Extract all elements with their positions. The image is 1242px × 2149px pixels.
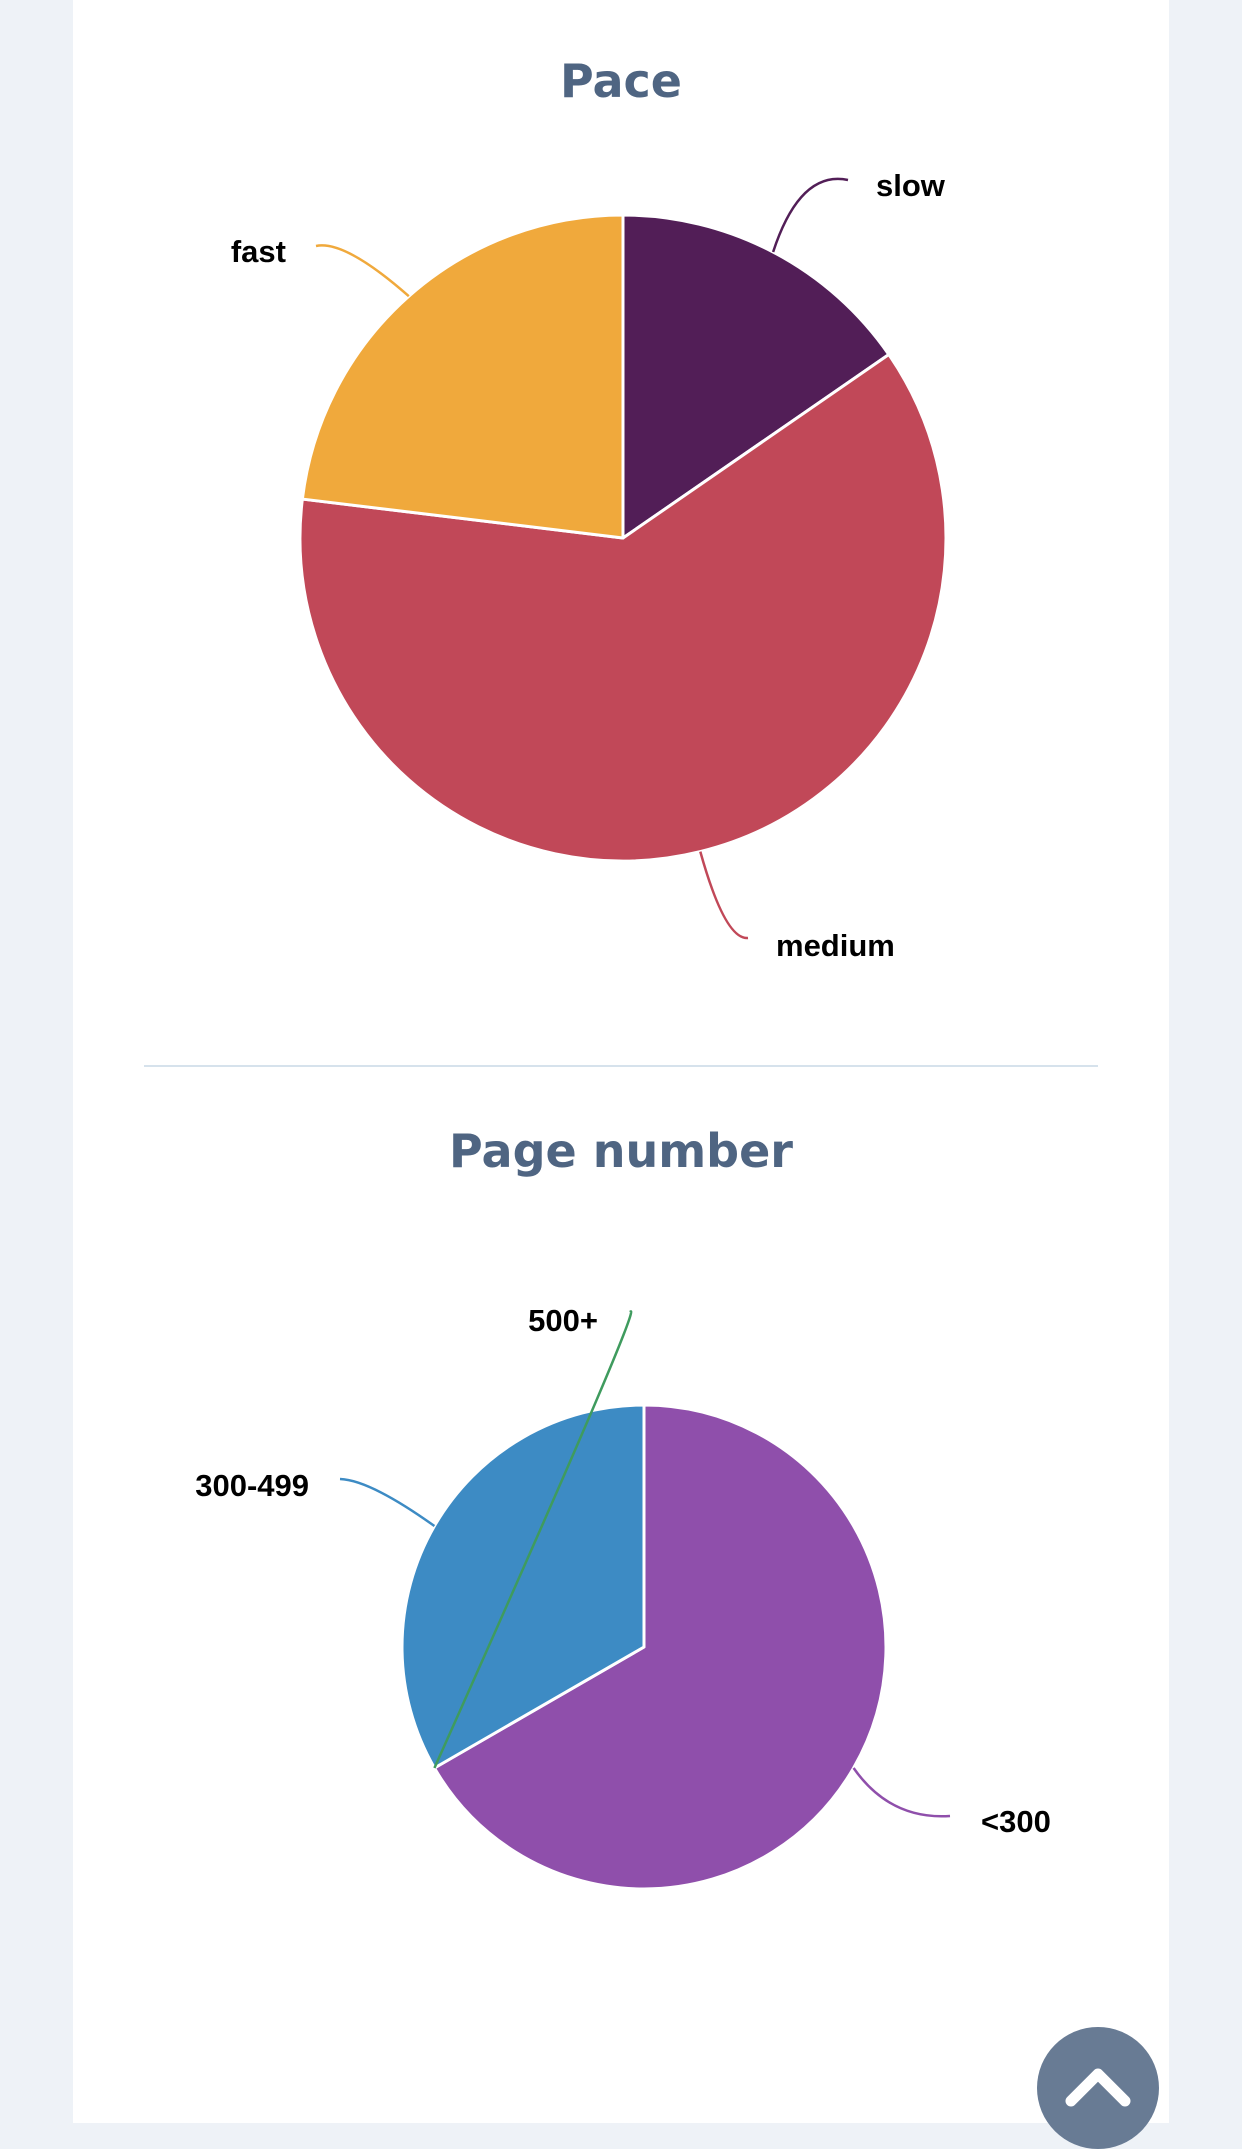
scroll-to-top-button[interactable]	[1037, 2027, 1159, 2149]
page-number-leader-line-500	[433, 1310, 633, 1769]
pace-label-slow: slow	[876, 168, 946, 203]
page-number-label-300: <300	[981, 1804, 1051, 1839]
pace-label-fast: fast	[231, 234, 286, 269]
pace-slice-fast[interactable]	[300, 213, 625, 540]
pace-label-medium: medium	[776, 928, 895, 963]
pace-leader-line-medium	[699, 851, 749, 940]
page-number-label-500: 500+	[528, 1303, 598, 1338]
page-number-leader-line-300	[852, 1767, 951, 1818]
pace-pie-chart: slow medium fast	[231, 168, 948, 963]
page-number-label-300-499: 300-499	[195, 1468, 309, 1503]
pace-chart-title: Pace	[560, 54, 682, 108]
page-number-leader-line-300-499	[339, 1477, 436, 1528]
pace-leader-line-slow	[771, 177, 849, 253]
page-number-pie-chart: <300 500+ 300-499	[195, 1303, 1051, 1891]
pace-leader-line-fast	[315, 244, 410, 298]
chevron-up-icon	[1065, 2068, 1131, 2107]
section-divider	[144, 1065, 1098, 1067]
page-number-chart-title: Page number	[449, 1124, 793, 1178]
page-number-slice-300[interactable]	[432, 1403, 888, 1891]
pace-slice-slow[interactable]	[621, 213, 891, 540]
